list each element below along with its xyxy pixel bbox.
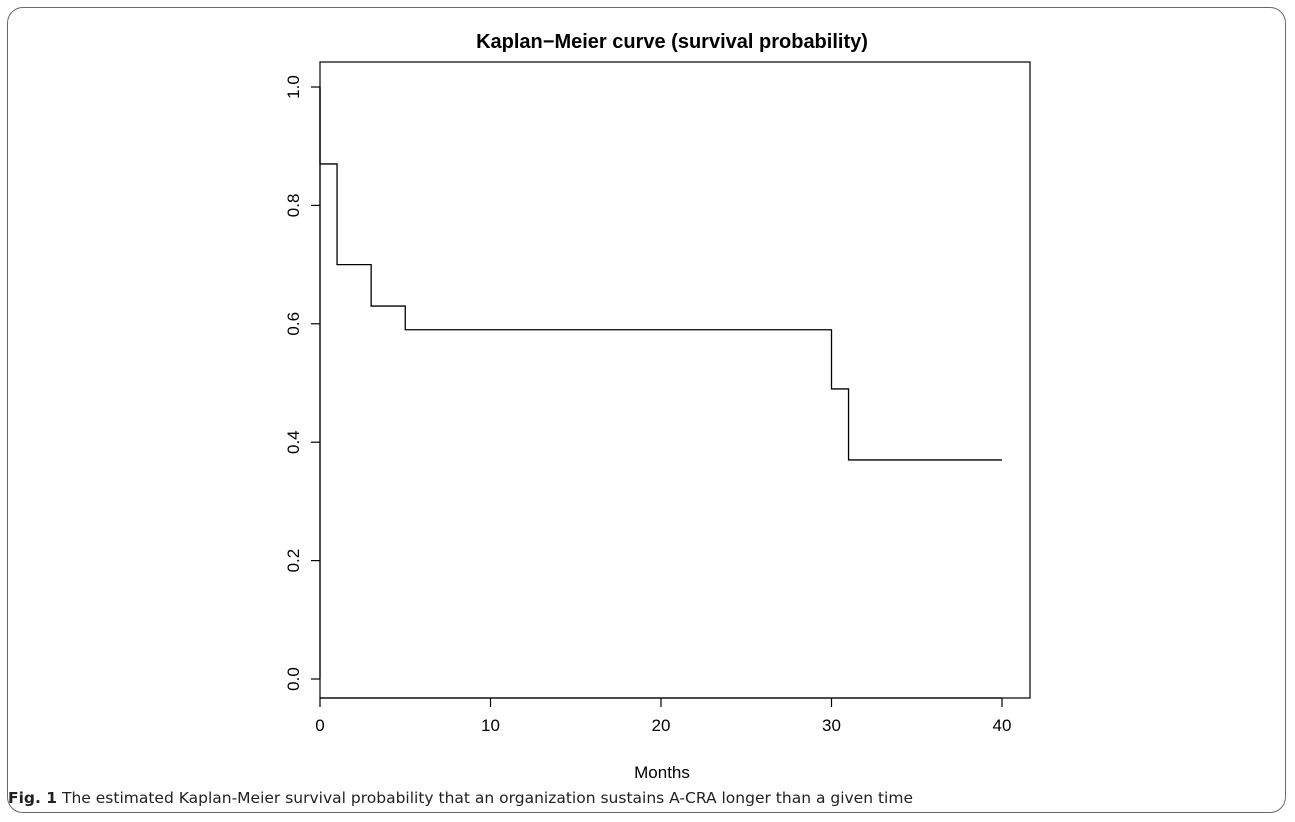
figure-frame	[7, 7, 1286, 813]
plot-area-frame	[319, 61, 1031, 699]
y-tick-label: 0.6	[284, 312, 303, 336]
y-tick-label: 1.0	[284, 75, 303, 99]
y-tick-label: 0.0	[284, 667, 303, 691]
x-tick-label: 20	[652, 716, 671, 735]
x-axis-label: Months	[634, 763, 690, 782]
y-tick-label: 0.8	[284, 194, 303, 218]
figure-caption: Fig. 1 The estimated Kaplan-Meier surviv…	[8, 789, 1278, 807]
y-tick-label: 0.4	[284, 430, 303, 454]
km-chart: Kaplan−Meier curve (survival probability…	[284, 31, 1031, 782]
km-step-line	[319, 87, 1002, 461]
y-axis: 0.0 0.2 0.4 0.6 0.8 1.0	[284, 75, 321, 691]
caption-text: The estimated Kaplan-Meier survival prob…	[57, 789, 913, 807]
caption-label: Fig. 1	[8, 789, 58, 807]
y-tick-label: 0.2	[284, 549, 303, 573]
x-axis: 0 10 20 30 40	[315, 697, 1012, 735]
chart-title: Kaplan−Meier curve (survival probability…	[476, 31, 868, 53]
x-tick-label: 30	[822, 716, 841, 735]
x-tick-label: 0	[315, 716, 324, 735]
x-tick-label: 10	[481, 716, 500, 735]
x-tick-label: 40	[993, 716, 1012, 735]
